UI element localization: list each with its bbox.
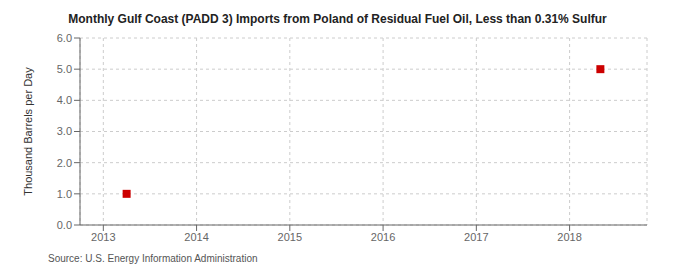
html-text:Monthly Gulf Coast (PADD 3) Im: Monthly Gulf Coast (PADD 3) Imports from…	[68, 12, 607, 26]
svg-text:1.0: 1.0	[57, 188, 72, 200]
svg-text:Thousand Barrels per Day: Thousand Barrels per Day	[22, 67, 34, 196]
svg-text:6.0: 6.0	[57, 32, 72, 44]
svg-text:2.0: 2.0	[57, 157, 72, 169]
svg-text:5.0: 5.0	[57, 63, 72, 75]
svg-text:2013: 2013	[91, 231, 115, 243]
svg-text:2018: 2018	[557, 231, 581, 243]
svg-text:2015: 2015	[278, 231, 302, 243]
svg-text:2014: 2014	[184, 231, 208, 243]
svg-text:3.0: 3.0	[57, 125, 72, 137]
html-text:Source: U.S. Energy Informatio: Source: U.S. Energy Information Administ…	[48, 253, 258, 264]
svg-text:0.0: 0.0	[57, 219, 72, 231]
svg-text:2017: 2017	[464, 231, 488, 243]
svg-text:4.0: 4.0	[57, 94, 72, 106]
svg-text:2016: 2016	[371, 231, 395, 243]
